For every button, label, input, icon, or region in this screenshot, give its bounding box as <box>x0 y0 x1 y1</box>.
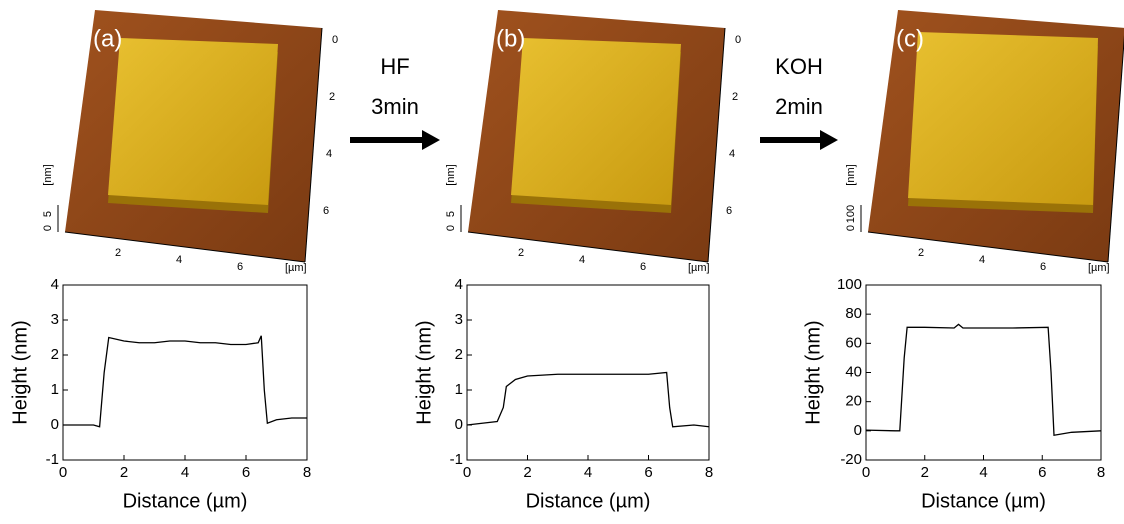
x-tick-label: 0 <box>463 464 471 481</box>
afm-x-unit: [µm] <box>285 262 307 274</box>
x-tick-label: 4 <box>584 464 592 481</box>
afm-x-tick: 4 <box>176 254 182 266</box>
x-axis-label: Distance (µm) <box>526 490 651 512</box>
y-tick-label: 20 <box>845 393 862 410</box>
afm-y-tick: 0 <box>332 34 338 46</box>
afm-x-tick: 6 <box>1040 261 1046 273</box>
afm-z-tick: 5 <box>445 211 457 217</box>
y-tick-label: -20 <box>840 451 862 468</box>
y-tick-label: 2 <box>455 346 463 363</box>
profile-line <box>467 373 709 427</box>
afm-y-tick: 6 <box>726 205 732 217</box>
figure: (a) 0 2 4 6 2 4 6 [µm] [nm] 0 5 (b) 0 2 4 6 2 4 6 [µm] [nm] 0 5… <box>0 0 1124 519</box>
y-tick-label: 0 <box>455 416 463 433</box>
afm-x-tick: 6 <box>640 261 646 273</box>
afm-z-unit: [nm] <box>845 164 857 185</box>
y-tick-label: -1 <box>450 451 463 468</box>
y-tick-label: 3 <box>51 311 59 328</box>
x-tick-label: 0 <box>59 464 67 481</box>
time: 2min <box>775 94 823 119</box>
plot-frame <box>63 285 307 460</box>
profile-line <box>63 336 307 427</box>
x-tick-label: 6 <box>644 464 652 481</box>
y-tick-label: 3 <box>455 311 463 328</box>
reagent: KOH <box>775 54 823 79</box>
x-tick-label: 4 <box>181 464 189 481</box>
arrow-head <box>422 130 440 150</box>
plot-frame <box>467 285 709 460</box>
afm-y-tick: 4 <box>729 148 735 160</box>
afm-x-unit: [µm] <box>688 262 710 274</box>
y-axis-label: Height (nm) <box>9 320 31 424</box>
afm-x-tick: 2 <box>115 247 121 259</box>
y-tick-label: 0 <box>51 416 59 433</box>
x-tick-label: 2 <box>921 464 929 481</box>
afm-y-tick: 4 <box>326 148 332 160</box>
y-tick-label: 100 <box>837 276 862 293</box>
y-tick-label: 1 <box>51 381 59 398</box>
x-tick-label: 2 <box>120 464 128 481</box>
afm-y-tick: 2 <box>329 91 335 103</box>
x-tick-label: 2 <box>523 464 531 481</box>
x-tick-label: 4 <box>979 464 987 481</box>
afm-mesa <box>908 32 1098 205</box>
y-tick-label: 2 <box>51 346 59 363</box>
afm-x-tick: 4 <box>579 254 585 266</box>
afm-z-unit: [nm] <box>42 164 54 185</box>
arrow-head <box>820 130 838 150</box>
panel-label: (c) <box>896 25 924 52</box>
x-tick-label: 6 <box>242 464 250 481</box>
x-tick-label: 8 <box>303 464 311 481</box>
x-axis-label: Distance (µm) <box>123 490 248 512</box>
afm-x-tick: 2 <box>518 247 524 259</box>
afm-y-tick: 6 <box>323 205 329 217</box>
afm-x-unit: [µm] <box>1088 262 1110 274</box>
time: 3min <box>371 94 419 119</box>
afm-z-unit: [nm] <box>445 164 457 185</box>
y-tick-label: 4 <box>51 276 59 293</box>
x-axis-label: Distance (µm) <box>921 490 1046 512</box>
afm-x-tick: 4 <box>979 254 985 266</box>
panel-label: (b) <box>496 25 525 52</box>
afm-mesa <box>511 38 681 205</box>
afm-mesa <box>108 38 278 205</box>
y-tick-label: -1 <box>46 451 59 468</box>
afm-z-tick: 5 <box>42 211 54 217</box>
afm-x-tick: 6 <box>237 261 243 273</box>
x-tick-label: 6 <box>1038 464 1046 481</box>
x-tick-label: 8 <box>705 464 713 481</box>
afm-z-tick: 0 <box>42 225 54 231</box>
panel-label: (a) <box>93 25 122 52</box>
reagent: HF <box>380 54 409 79</box>
y-axis-label: Height (nm) <box>802 320 824 424</box>
y-tick-label: 60 <box>845 334 862 351</box>
y-axis-label: Height (nm) <box>413 320 435 424</box>
profile-line <box>866 324 1101 435</box>
y-tick-label: 1 <box>455 381 463 398</box>
y-tick-label: 40 <box>845 363 862 380</box>
afm-y-tick: 2 <box>732 91 738 103</box>
afm-z-tick: 0 <box>445 225 457 231</box>
x-tick-label: 8 <box>1097 464 1105 481</box>
x-tick-label: 0 <box>862 464 870 481</box>
y-tick-label: 4 <box>455 276 463 293</box>
afm-z-tick: 100 <box>845 205 857 223</box>
afm-y-tick: 0 <box>735 34 741 46</box>
afm-z-tick: 0 <box>845 225 857 231</box>
afm-x-tick: 2 <box>918 247 924 259</box>
y-tick-label: 0 <box>854 422 862 439</box>
y-tick-label: 80 <box>845 305 862 322</box>
